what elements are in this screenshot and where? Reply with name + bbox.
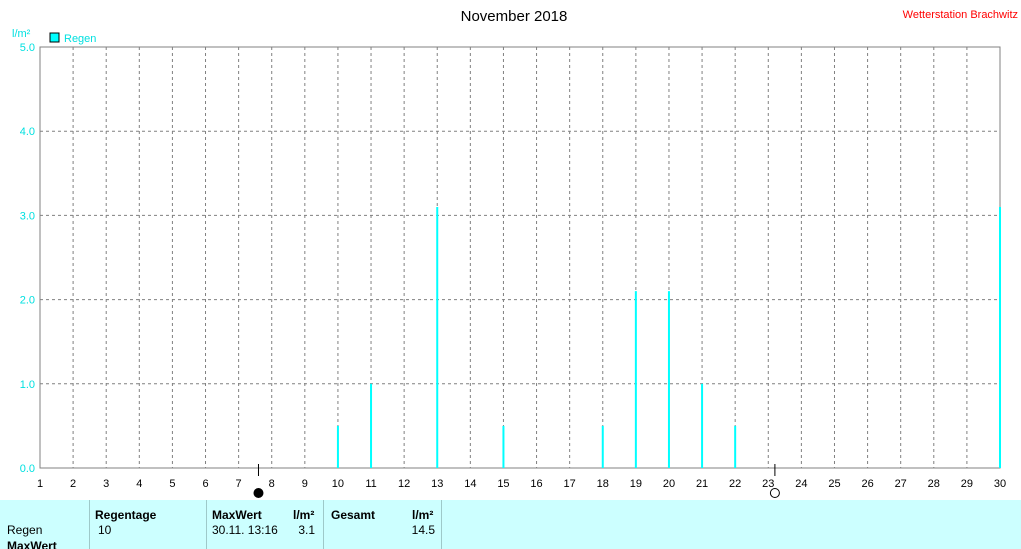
x-tick-label: 18 [597,478,609,490]
maxwert-date: 30.11. 13:16 [212,523,278,537]
x-tick-label: 16 [530,478,542,490]
maxwert-unit: l/m² [293,508,315,522]
summary-divider [323,500,324,549]
x-tick-label: 7 [236,478,242,490]
station-name: Wetterstation Brachwitz [903,9,1018,21]
y-tick-label: 2.0 [20,295,35,307]
x-tick-label: 11 [365,478,376,490]
regentage-header: Regentage [95,508,157,522]
y-tick-labels: 0.0 1.0 2.0 3.0 4.0 5.0 [20,42,35,475]
y-tick-label: 1.0 [20,379,35,391]
x-tick-label: 6 [202,478,208,490]
x-tick-labels: 1 2 3 4 5 6 7 8 9 10 11 12 13 14 15 16 17 18 19 20 21 22 23 24 2… [37,478,1006,490]
x-tick-label: 28 [928,478,940,490]
maxwert-header: MaxWert [212,508,262,522]
full-moon-icon [769,488,780,498]
x-tick-label: 26 [861,478,873,490]
maxwert-value: 3.1 [298,523,315,537]
y-axis-unit: l/m² [12,28,31,40]
x-tick-label: 25 [828,478,840,490]
summary-row-label: Regen [7,523,43,537]
moon-phases [253,464,780,498]
x-tick-label: 17 [564,478,576,490]
summary-table: Regen MaxWert Regentage 10 MaxWert l/m² … [0,500,1021,549]
x-tick-label: 15 [497,478,509,490]
x-tick-label: 9 [302,478,308,490]
summary-divider [206,500,207,549]
x-tick-label: 3 [103,478,109,490]
rain-bars [336,206,1001,468]
legend-label-regen: Regen [64,33,96,45]
regentage-value: 10 [98,523,112,537]
x-tick-label: 30 [994,478,1006,490]
x-tick-label: 10 [332,478,344,490]
summary-row-label-maxwert: MaxWert [7,539,57,549]
y-tick-label: 0.0 [20,463,35,475]
x-tick-label: 20 [663,478,675,490]
summary-divider [89,500,90,549]
gesamt-unit: l/m² [412,508,434,522]
x-tick-label: 27 [895,478,907,490]
x-tick-label: 14 [464,478,476,490]
x-tick-label: 23 [762,478,774,490]
x-tick-label: 1 [37,478,43,490]
x-tick-label: 29 [961,478,973,490]
x-tick-label: 5 [169,478,175,490]
y-tick-label: 5.0 [20,42,35,54]
x-tick-label: 21 [696,478,708,490]
x-tick-label: 19 [630,478,642,490]
rain-chart: November 2018 Wetterstation Brachwitz l/… [12,8,1018,498]
gesamt-value: 14.5 [411,523,435,537]
y-tick-label: 3.0 [20,210,35,222]
new-moon-icon [253,488,264,498]
gesamt-header: Gesamt [331,508,376,522]
x-tick-label: 13 [431,478,443,490]
x-tick-label: 22 [729,478,741,490]
legend-swatch-regen [49,32,60,43]
chart-title: November 2018 [461,8,568,25]
grid-lines [40,47,1000,468]
x-tick-label: 12 [398,478,410,490]
x-tick-label: 24 [795,478,807,490]
x-tick-label: 8 [269,478,275,490]
plot-frame [39,46,1001,469]
x-tick-label: 2 [70,478,76,490]
y-tick-label: 4.0 [20,126,35,138]
x-tick-label: 4 [136,478,142,490]
summary-divider [441,500,442,549]
